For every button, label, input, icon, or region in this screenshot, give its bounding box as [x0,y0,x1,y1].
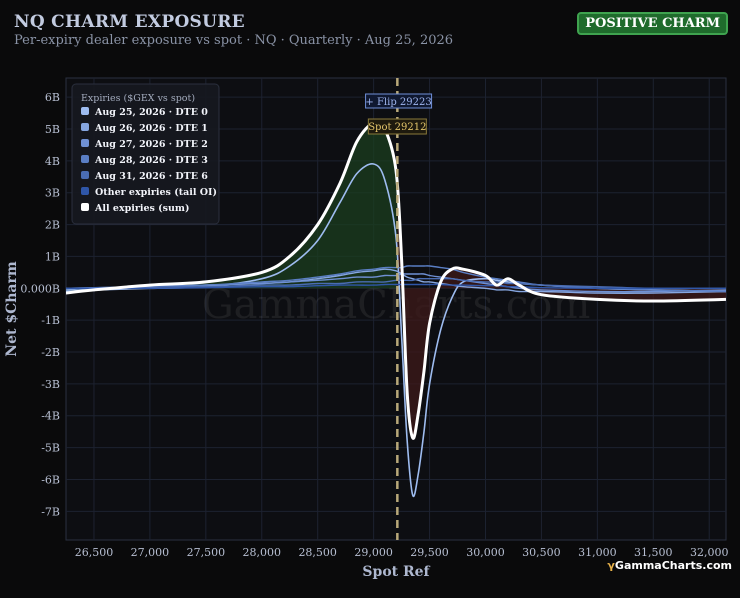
y-tick-label: -5B [41,442,60,455]
y-tick-label: 1B [45,250,60,263]
series-line-6 [66,120,726,440]
legend-swatch [81,123,89,131]
x-tick-label: 27,500 [187,546,226,559]
series-line-5 [66,283,726,290]
positive-exposure-area [66,121,398,294]
x-tick-label: 30,500 [522,546,561,559]
y-tick-label: -1B [41,314,60,327]
spot-flip-markers: + Flip 29223 Spot 29212 [365,78,433,540]
y-tick-label: 5B [45,123,60,136]
y-tick-label: 3B [45,187,60,200]
gammacharts-brand: γGammaCharts.com [607,559,732,572]
legend-swatch [81,139,89,147]
brand-name: GammaCharts.com [614,559,732,572]
legend: Expiries ($GEX vs spot) Aug 25, 2026 · DT… [71,83,220,225]
x-tick-label: 28,500 [298,546,337,559]
y-tick-label: -4B [41,410,60,423]
y-tick-label: -6B [41,473,60,486]
x-tick-label: 28,000 [243,546,282,559]
x-tick-label: 27,000 [131,546,170,559]
legend-swatch [81,155,89,163]
spot-label-box [367,118,427,135]
x-tick-label: 26,500 [75,546,114,559]
y-axis-label: Net $Charm [4,261,20,357]
y-tick-label: 6B [45,91,60,104]
chart-title: NQ CHARM EXPOSURE [14,12,245,32]
legend-swatch [81,171,89,179]
y-tick-label: 0.000B [20,282,60,295]
legend-entry: Aug 25, 2026 · DTE 0 [94,107,208,118]
y-tick-label: 2B [45,219,60,232]
legend-entry: Aug 31, 2026 · DTE 6 [94,171,208,182]
legend-title: Expiries ($GEX vs spot) [81,93,195,104]
x-tick-label: 30,000 [466,546,505,559]
legend-swatch [81,187,89,195]
y-tick-label: 4B [45,155,60,168]
x-tick-label: 29,000 [354,546,393,559]
axes: 6B 5B 4B 3B 2B 1B 0.000B -1B -2B -3B -4B -5B -6B -7B 2… [4,91,728,580]
legend-entry: Other expiries (tail OI) [95,187,217,198]
legend-swatch [81,203,89,211]
y-tick-label: -2B [41,346,60,359]
gamma-glyph-icon: γ [607,559,615,572]
legend-swatch [81,107,89,115]
x-tick-label: 32,000 [690,546,729,559]
exposure-fill [66,121,726,439]
y-tick-label: -3B [41,378,60,391]
spot-label: Spot 29212 [368,122,426,133]
series-line-4 [66,277,726,290]
x-tick-label: 31,500 [634,546,673,559]
x-axis-label: Spot Ref [362,564,430,580]
series-lines [66,120,726,498]
flip-label: + Flip 29223 [365,97,431,108]
legend-entry: All expiries (sum) [94,203,189,214]
plot-area [65,77,727,541]
y-tick-label: -7B [41,505,60,518]
legend-entry: Aug 26, 2026 · DTE 1 [94,123,208,134]
legend-entry: Aug 27, 2026 · DTE 2 [94,139,208,150]
x-tick-label: 31,000 [578,546,617,559]
chart-subtitle: Per-expiry dealer exposure vs spot · NQ … [14,33,454,48]
x-tick-label: 29,500 [410,546,449,559]
legend-entry: Aug 28, 2026 · DTE 3 [94,155,208,166]
positive-charm-badge: POSITIVE CHARM [577,12,728,35]
series-line-0 [66,163,726,498]
flip-label-box [365,93,433,109]
legend-box [71,83,220,225]
